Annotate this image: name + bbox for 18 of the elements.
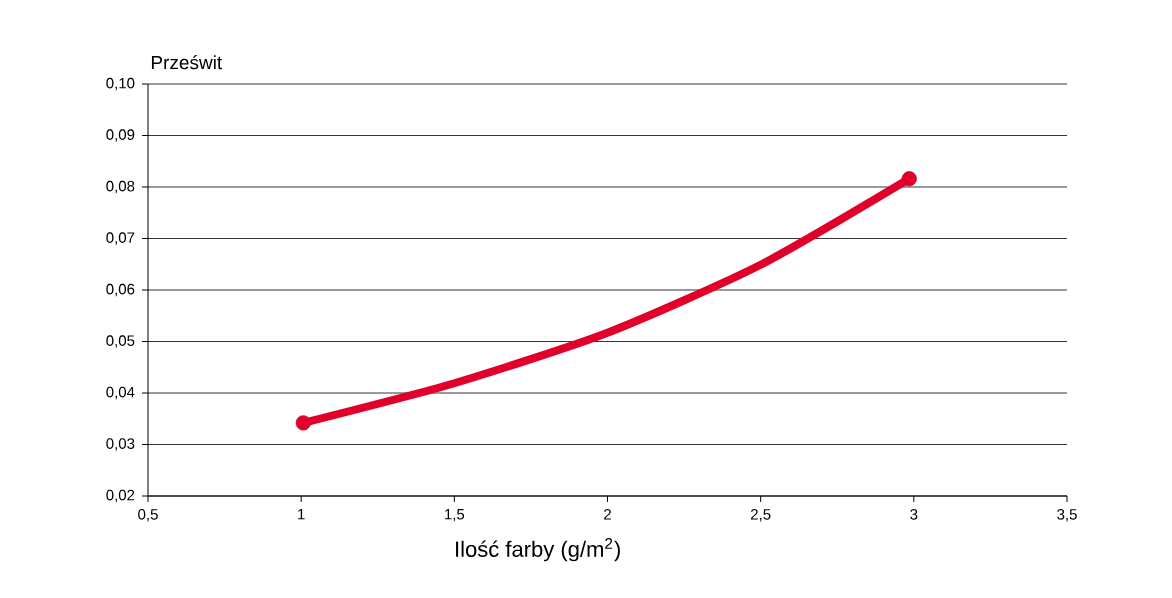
x-tick-label: 3 xyxy=(910,509,918,520)
y-tick-label: 0,10 xyxy=(106,77,135,91)
y-tick-label: 0,03 xyxy=(106,438,135,451)
x-tick-label: 2 xyxy=(604,509,611,520)
y-tick-label: 0,09 xyxy=(106,129,135,142)
y-tick-label: 0,05 xyxy=(106,335,135,348)
x-tick-label: 1,5 xyxy=(445,509,465,522)
x-tick-label: 3,5 xyxy=(1057,509,1077,522)
x-tick-label: 0,5 xyxy=(138,509,158,522)
y-tick-label: 0,04 xyxy=(106,386,135,400)
y-tick-label: 0,07 xyxy=(106,232,135,245)
x-tick-label: 2,5 xyxy=(751,509,771,522)
y-tick-label: 0,02 xyxy=(106,489,135,503)
y-tick-label: 0,06 xyxy=(106,283,135,297)
x-axis-title: Ilość farby (g/m$^{2}$) xyxy=(456,538,620,562)
x-tick-label: 1 xyxy=(298,509,305,520)
y-axis-title: Prześwit xyxy=(151,55,223,70)
y-tick-label: 0,08 xyxy=(106,180,135,194)
